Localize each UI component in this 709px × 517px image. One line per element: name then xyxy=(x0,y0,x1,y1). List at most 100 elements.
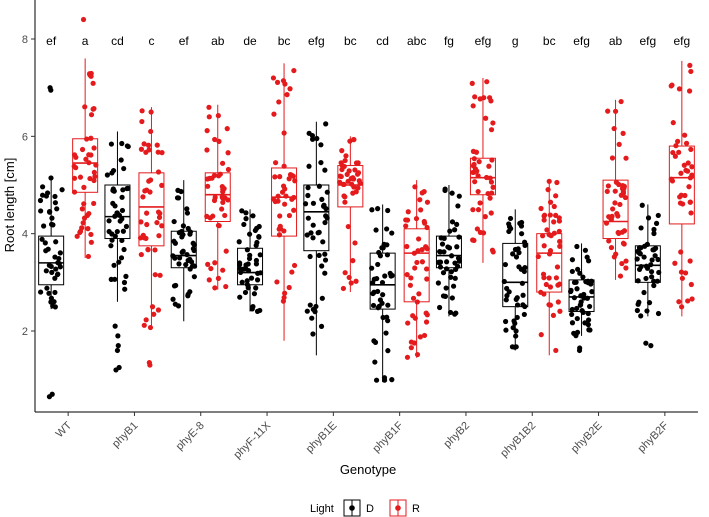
data-point xyxy=(550,312,557,318)
data-point xyxy=(241,221,247,228)
data-point xyxy=(680,201,686,207)
data-point xyxy=(686,88,693,94)
data-point xyxy=(81,184,87,190)
data-point xyxy=(77,174,84,180)
iqr-box xyxy=(469,157,496,196)
data-point xyxy=(443,285,449,291)
data-point xyxy=(554,264,561,270)
data-point xyxy=(121,165,127,172)
data-point xyxy=(688,210,694,216)
data-point xyxy=(187,256,193,262)
data-point xyxy=(41,223,47,229)
data-point xyxy=(123,223,130,230)
data-point xyxy=(159,150,165,156)
data-point xyxy=(90,80,96,86)
data-point xyxy=(437,264,444,270)
data-point xyxy=(318,159,324,166)
data-point xyxy=(619,229,625,235)
data-point xyxy=(139,108,145,114)
data-point xyxy=(177,255,183,261)
data-point xyxy=(649,257,655,263)
legend-item-R: R xyxy=(389,499,420,517)
data-point xyxy=(682,270,689,276)
data-point xyxy=(553,212,559,218)
data-point xyxy=(546,275,552,281)
data-point xyxy=(675,138,681,144)
data-point xyxy=(410,295,417,301)
data-point xyxy=(446,245,453,251)
data-point xyxy=(547,199,554,205)
x-tick-label: phyF-11X xyxy=(232,419,274,461)
legend-item-D: D xyxy=(343,499,374,517)
data-point xyxy=(651,226,657,233)
data-point xyxy=(385,318,391,324)
box-R-phyB2E xyxy=(602,98,629,280)
data-point xyxy=(403,223,409,229)
box-D-phyB2E xyxy=(568,243,595,354)
data-point xyxy=(225,150,231,156)
data-point xyxy=(543,281,549,288)
data-point xyxy=(405,320,411,326)
data-point xyxy=(43,193,49,199)
data-point xyxy=(46,262,52,268)
data-point xyxy=(119,237,125,244)
data-point xyxy=(553,193,559,199)
data-point xyxy=(410,313,416,319)
data-point xyxy=(191,242,197,248)
data-point xyxy=(506,221,512,227)
significance-label: g xyxy=(512,34,519,48)
data-point xyxy=(538,332,544,338)
data-point xyxy=(574,305,580,312)
data-point xyxy=(205,261,211,267)
data-point xyxy=(639,202,645,208)
data-point xyxy=(422,220,428,226)
data-point xyxy=(191,274,197,280)
data-point xyxy=(117,218,123,224)
data-point xyxy=(449,219,456,225)
data-point xyxy=(416,291,422,297)
data-point xyxy=(488,210,494,216)
data-point xyxy=(687,258,693,264)
data-point xyxy=(489,157,495,163)
data-point xyxy=(554,179,560,186)
data-point xyxy=(277,174,283,180)
data-point xyxy=(180,248,186,254)
x-tick-label: phyB1F xyxy=(370,419,405,454)
data-point xyxy=(503,327,509,333)
data-point xyxy=(538,205,544,212)
data-point xyxy=(143,317,149,323)
data-point xyxy=(118,157,124,163)
x-tick-label: phyB1E xyxy=(304,420,340,456)
data-point xyxy=(219,206,225,212)
data-point xyxy=(486,163,492,169)
data-point xyxy=(508,226,514,232)
data-point xyxy=(577,302,584,308)
data-point xyxy=(42,240,48,246)
data-point xyxy=(204,128,210,134)
data-point xyxy=(307,253,313,260)
data-point xyxy=(204,147,210,153)
data-point xyxy=(404,272,410,278)
box-R-phyB1 xyxy=(137,107,165,368)
data-point xyxy=(49,215,55,221)
data-point xyxy=(322,219,328,226)
data-point xyxy=(291,262,298,269)
box-R-WT xyxy=(71,16,99,260)
data-point xyxy=(447,228,453,234)
data-point xyxy=(155,149,161,155)
iqr-box xyxy=(568,279,595,313)
data-point xyxy=(490,249,496,255)
data-point xyxy=(87,175,93,182)
data-point xyxy=(408,275,414,281)
iqr-box xyxy=(634,245,661,283)
data-point xyxy=(87,72,93,78)
data-point xyxy=(104,172,110,178)
data-point xyxy=(553,347,559,354)
data-point xyxy=(623,265,629,271)
data-point xyxy=(424,199,431,205)
data-point xyxy=(644,308,650,314)
data-point xyxy=(79,146,86,153)
x-axis-title: Genotype xyxy=(340,462,396,477)
data-point xyxy=(319,196,325,203)
data-point xyxy=(223,283,229,290)
